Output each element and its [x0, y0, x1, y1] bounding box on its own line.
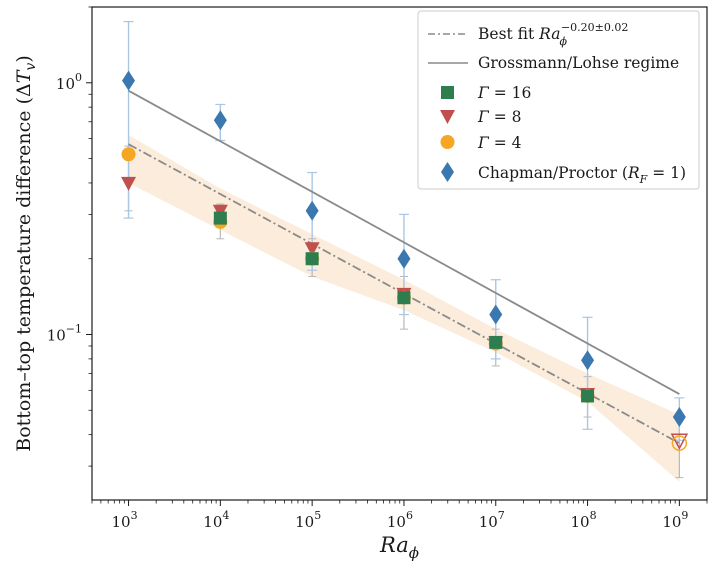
x-tick-label: 108: [571, 509, 597, 531]
marker-gamma-16: [397, 291, 411, 305]
legend-marker-chapman-proctor: [441, 162, 454, 182]
grossmann-lohse-line: [128, 89, 680, 395]
x-tick-label: 107: [479, 509, 505, 531]
legend-marker-gamma-4: [440, 135, 455, 149]
x-tick-label: 106: [387, 509, 413, 531]
legend-marker-gamma-8: [440, 110, 455, 124]
marker-gamma-16: [489, 335, 503, 349]
x-tick-label: 103: [111, 509, 137, 531]
legend-label-grossmann-lohse: Grossmann/Lohse regime: [478, 54, 679, 72]
marker-gamma-8: [121, 176, 137, 191]
x-tick-label: 109: [662, 509, 688, 531]
legend-label-gamma-8: Γ = 8: [477, 108, 521, 126]
x-tick-label: 105: [295, 509, 321, 531]
x-tick-label: 104: [203, 509, 229, 531]
marker-gamma-4: [121, 147, 136, 162]
marker-chapman-proctor: [581, 350, 595, 371]
marker-gamma-16: [213, 211, 227, 225]
marker-chapman-proctor: [489, 304, 503, 325]
marker-chapman-proctor: [397, 248, 411, 269]
legend-label-chapman-proctor: Chapman/Proctor (RF = 1): [478, 164, 686, 186]
marker-chapman-proctor: [122, 70, 136, 91]
legend-label-gamma-16: Γ = 16: [477, 84, 531, 102]
x-axis-ticks: 103 104 105 106 107 108 109: [91, 500, 708, 531]
plot-content: [121, 20, 689, 482]
legend: Best fit Raϕ−0.20±0.02 Grossmann/Lohse r…: [417, 10, 700, 190]
marker-gamma-16: [305, 252, 319, 266]
marker-chapman-proctor: [213, 110, 227, 131]
marker-chapman-proctor: [305, 200, 319, 221]
marker-gamma-16: [581, 389, 595, 403]
y-axis-title: Bottom–top temperature difference (ΔTv): [13, 55, 39, 452]
y-axis-ticks: 100 10−1: [47, 6, 92, 467]
legend-marker-gamma-16: [441, 86, 454, 99]
legend-box: [417, 10, 700, 190]
marker-chapman-proctor: [672, 407, 686, 428]
y-tick-label: 10−1: [47, 322, 82, 344]
marker-gamma-4: [671, 435, 688, 451]
legend-label-gamma-4: Γ = 4: [477, 134, 522, 152]
marker-gamma-8: [670, 433, 689, 450]
y-tick-label: 100: [56, 71, 82, 93]
x-axis-title: Raϕ: [379, 533, 419, 562]
legend-label-best-fit: Best fit Raϕ−0.20±0.02: [478, 21, 628, 48]
marker-gamma-8: [304, 242, 320, 257]
